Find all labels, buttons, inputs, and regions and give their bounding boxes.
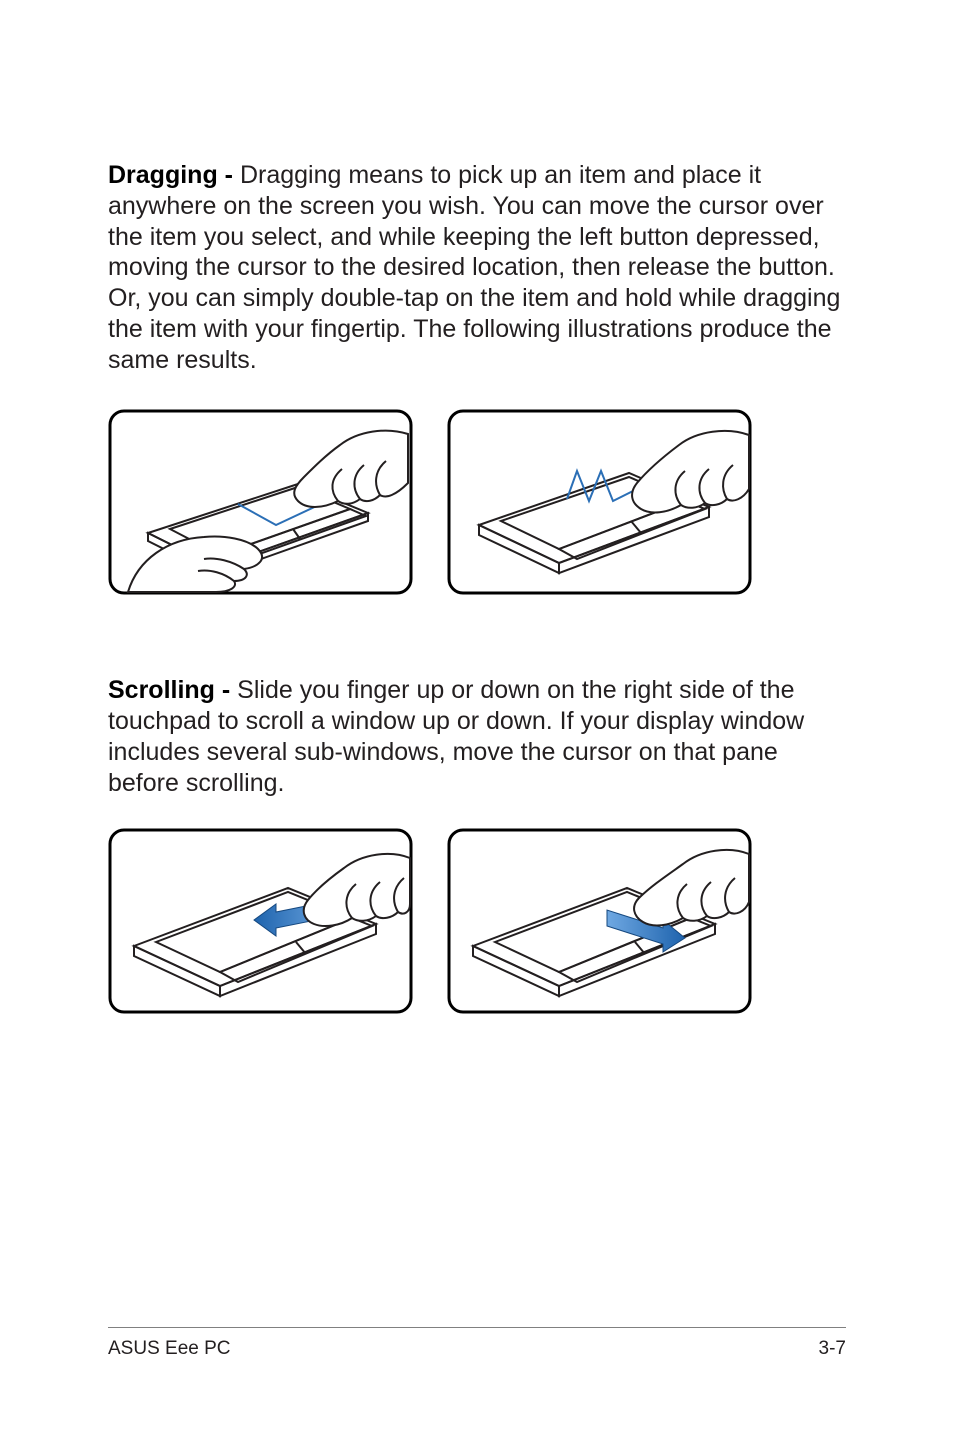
footer-right: 3-7	[819, 1338, 846, 1360]
scrolling-paragraph: Scrolling - Slide you finger up or down …	[108, 675, 846, 798]
dragging-paragraph: Dragging - Dragging means to pick up an …	[108, 160, 846, 375]
dragging-illustration-row	[108, 409, 846, 595]
dragging-illustration-doubletap	[447, 409, 752, 595]
footer-left: ASUS Eee PC	[108, 1338, 231, 1360]
page: Dragging - Dragging means to pick up an …	[0, 0, 954, 1438]
dragging-body: Dragging means to pick up an item and pl…	[108, 161, 840, 374]
scrolling-illustration-up	[108, 828, 413, 1014]
scrolling-illustration-down	[447, 828, 752, 1014]
dragging-heading: Dragging -	[108, 161, 233, 189]
scrolling-illustration-row	[108, 828, 846, 1014]
dragging-illustration-button	[108, 409, 413, 595]
scrolling-heading: Scrolling -	[108, 676, 230, 704]
page-footer: ASUS Eee PC 3-7	[108, 1327, 846, 1360]
